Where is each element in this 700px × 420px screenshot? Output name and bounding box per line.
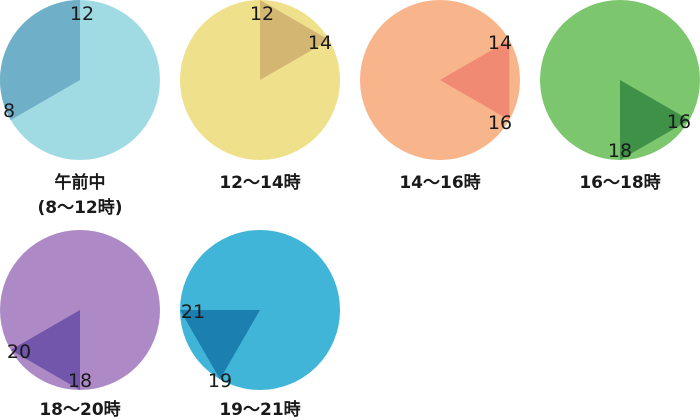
hour-label-end: 14 xyxy=(308,32,332,54)
clock-morning: 12 8 午前中 (8〜12時) xyxy=(0,0,160,218)
caption-line-1: 19〜21時 xyxy=(219,399,300,420)
time-slice xyxy=(260,0,330,80)
hour-label-end: 18 xyxy=(608,140,632,162)
caption-line-1: 午前中 xyxy=(55,172,106,193)
hour-label-end: 8 xyxy=(3,100,15,122)
clock-12-14: 12 14 12〜14時 xyxy=(180,0,340,193)
hour-label-end: 20 xyxy=(7,341,31,363)
time-slice xyxy=(180,310,260,380)
clock-16-18: 16 18 16〜18時 xyxy=(540,0,700,193)
hour-label-start: 16 xyxy=(667,111,691,133)
hour-label-start: 21 xyxy=(181,301,205,323)
time-slice xyxy=(0,0,80,120)
hour-label-end: 16 xyxy=(488,112,512,134)
clock-14-16: 14 16 14〜16時 xyxy=(360,0,520,193)
caption-line-1: 16〜18時 xyxy=(579,172,660,193)
hour-label-end: 19 xyxy=(208,370,232,392)
caption-line-1: 14〜16時 xyxy=(399,172,480,193)
time-slice xyxy=(620,80,690,160)
hour-label-start: 12 xyxy=(70,3,94,25)
caption-line-2: (8〜12時) xyxy=(37,197,122,218)
clock-18-20: 18 20 18〜20時 xyxy=(0,230,160,420)
hour-label-start: 14 xyxy=(488,32,512,54)
caption-line-1: 18〜20時 xyxy=(39,399,120,420)
hour-label-start: 12 xyxy=(250,3,274,25)
clock-19-21: 21 19 19〜21時 xyxy=(180,230,340,420)
time-slice xyxy=(10,310,81,390)
time-slice xyxy=(440,40,510,120)
hour-label-start: 18 xyxy=(68,370,92,392)
caption-line-1: 12〜14時 xyxy=(219,172,300,193)
